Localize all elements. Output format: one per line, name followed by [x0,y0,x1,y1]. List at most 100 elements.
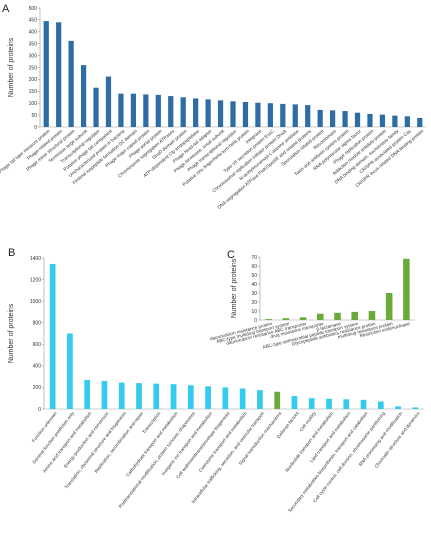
panel-c-y-tick-label: 70 [251,255,257,261]
panel-b-bar [412,407,419,409]
panel-b-bar [377,401,384,409]
panel-c-bar [282,318,290,320]
panel-c-y-tick-label: 40 [251,282,257,288]
panel-b-y-tick-label: 0 [38,407,41,413]
panel-c-y-tick-label: 20 [251,300,257,306]
panel-b-label: B [8,247,15,259]
panel-c-y-tick-label: 50 [251,273,257,279]
panel-a-bar [168,96,174,127]
panel-a-bar [242,102,249,127]
panel-a-y-tick-label: 150 [29,89,38,95]
panel-b-bar [222,387,229,409]
panel-b-y-tick-label: 1000 [30,299,41,305]
panel-a-bar [354,112,361,127]
panel-a-bar [280,103,286,127]
panel-c-category-label: β-lactamase [316,321,342,332]
panel-c-bar [334,312,341,320]
panel-a-bar [342,111,348,127]
panel-c-bar [317,313,324,320]
panel-a-bar [255,102,261,127]
panel-a-bar [93,87,99,127]
panel-c-bar [368,311,376,320]
panel-b-bar [326,398,332,409]
panel-b-y-tick-label: 600 [33,342,42,348]
panel-b-bar [118,382,125,409]
panel-a-bar [193,98,199,127]
panel-b-y-tick-label: 400 [33,364,42,370]
panel-a-y-tick-label: 50 [31,113,37,119]
panel-a-bar [180,97,186,127]
panel-b-y-tick-label: 800 [33,321,42,327]
panel-a-bar [417,117,423,127]
panel-a-y-tick-label: 450 [29,18,38,24]
panel-c-bar [385,293,393,320]
panel-a-y-tick-label: 200 [29,77,38,83]
panel-a-bar [143,94,149,127]
panel-b-bar [395,406,401,409]
panel-b-bar [170,384,177,409]
panel-b-bar [187,385,194,409]
panel-a-bar [329,110,336,127]
panel-c-y-axis-label: Number of proteins [231,258,238,318]
panel-c-label: C [227,249,235,261]
panel-a-bar [230,101,236,127]
panel-b-y-tick-label: 200 [33,385,42,391]
panel-b-bar [67,333,73,409]
panel-a-y-tick-label: 0 [34,125,37,131]
panel-a-bar [392,115,398,127]
panel-a-y-tick-label: 300 [29,53,38,59]
panel-b-bar [239,388,246,409]
panel-c-bar [351,311,358,320]
panel-b-category-label: Secondary metabolites biosynthesis, tran… [287,411,369,514]
panel-c-bar [299,317,307,320]
panel-a-bar [404,116,410,127]
panel-a-bar [317,109,323,127]
panel-b-bar [308,398,315,409]
panel-b-bar [343,399,350,409]
panel-b-bar [153,383,160,409]
panel-b-bar [49,263,56,409]
panel-b-bar [84,379,91,409]
panel-a-bar [217,100,224,127]
panel-a-y-tick-label: 500 [29,6,38,12]
panel-a-bar [130,93,137,127]
panel-b-bar [360,399,367,409]
panel-b-category-label: Translation, ribosomal structure and bio… [64,410,128,490]
panel-b-y-tick-label: 1200 [30,277,41,283]
panel-a-bar [367,113,373,127]
panel-a-y-tick-label: 100 [29,101,38,107]
panel-b-bar [101,380,108,409]
panel-a-bar [205,99,211,127]
panel-a-y-tick-label: 350 [29,42,38,48]
panel-c-y-tick-label: 10 [251,309,257,315]
panel-b-bar [291,396,298,409]
panel-b-category-label: Cell motility [299,410,318,432]
panel-a-bar [80,65,87,127]
panel-a-bar [379,114,386,127]
panel-a-bar [155,94,161,127]
panel-b-bar [136,383,142,409]
panel-c-y-tick-label: 60 [251,264,257,270]
panel-a-bar [118,93,124,127]
panel-a-bar [267,103,273,127]
panel-a-y-tick-label: 400 [29,30,38,36]
panel-a-y-axis-label: Number of proteins [8,37,15,97]
panel-a-bar [43,21,49,128]
panel-b-bar [205,386,211,409]
panel-c-y-tick-label: 0 [254,318,257,324]
panel-a-bar [292,104,298,127]
panel-a-bar [68,40,74,127]
panel-c-bar [403,258,410,320]
panel-a-bar [105,76,112,127]
panel-b-bar [257,390,263,409]
panel-b-y-tick-label: 1400 [30,256,41,262]
panel-a-bar [305,105,311,127]
panel-c-y-tick-label: 30 [251,291,257,297]
panel-a-bar [56,22,62,128]
panel-b-bar [274,391,281,409]
panel-b-y-axis-label: Number of proteins [8,303,15,363]
panel-c-bar [265,319,272,320]
